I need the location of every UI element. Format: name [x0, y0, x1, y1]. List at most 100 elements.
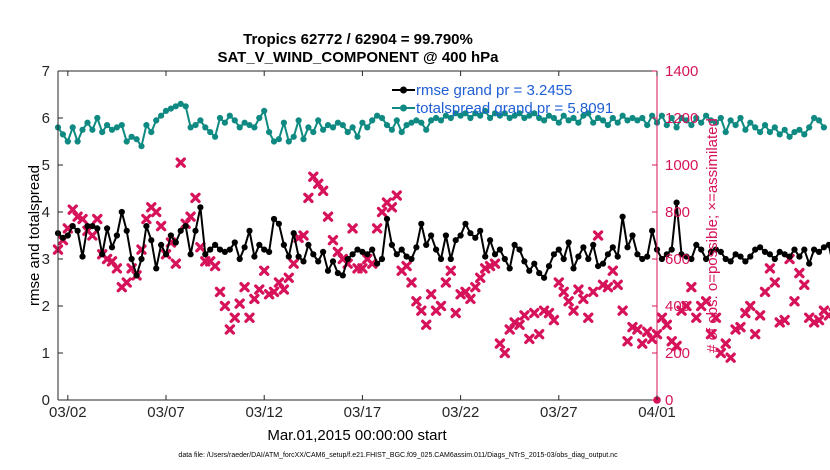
rmse-point — [413, 244, 420, 251]
rmse-point — [477, 227, 484, 234]
rmse-point — [467, 230, 474, 237]
y-right-tick-label: 1400 — [665, 63, 698, 80]
rmse-point — [59, 234, 66, 241]
obs-assimilated-point — [278, 284, 290, 295]
rmse-point — [383, 215, 391, 223]
obs-assimilated-point — [749, 329, 761, 340]
totalspread-point — [177, 100, 184, 107]
y-left-tick-label: 5 — [42, 157, 50, 174]
obs-assimilated-point — [401, 260, 412, 272]
rmse-point — [658, 255, 666, 263]
rmse-point — [644, 253, 651, 260]
obs-assimilated-point — [411, 296, 422, 307]
rmse-point — [663, 251, 670, 258]
rmse-point — [192, 227, 199, 234]
totalspread-point — [796, 126, 803, 133]
rmse-point — [742, 258, 749, 265]
rmse-point — [820, 244, 828, 251]
obs-assimilated-point — [209, 260, 221, 272]
totalspread-point — [742, 126, 749, 133]
totalspread-point — [752, 124, 759, 131]
x-tick-label: 04/01 — [638, 404, 676, 421]
rmse-point — [511, 241, 518, 248]
rmse-point — [437, 255, 445, 263]
chart-subtitle: SAT_V_WIND_COMPONENT @ 400 hPa — [217, 49, 499, 66]
totalspread-point — [614, 119, 621, 126]
rmse-point — [305, 241, 312, 248]
rmse-point — [516, 246, 523, 253]
rmse-point — [320, 248, 327, 255]
totalspread-point — [526, 112, 533, 119]
totalspread-point — [108, 126, 116, 133]
rmse-point — [521, 258, 528, 265]
totalspread-point — [295, 117, 302, 124]
totalspread-point — [329, 124, 337, 131]
totalspread-point — [609, 114, 616, 122]
totalspread-point — [261, 107, 268, 114]
totalspread-point — [99, 129, 106, 136]
rmse-point — [707, 248, 715, 255]
totalspread-point — [747, 119, 754, 126]
totalspread-point — [491, 110, 499, 117]
obs-assimilated-point — [705, 329, 717, 340]
legend-spread-marker — [400, 104, 407, 112]
obs-assimilated-point — [386, 202, 398, 213]
rmse-point — [806, 260, 813, 267]
totalspread-point — [158, 112, 165, 119]
rmse-point — [423, 241, 430, 248]
obs-assimilated-point — [77, 213, 88, 225]
obs-assimilated-point — [376, 206, 388, 218]
rmse-point — [334, 270, 341, 277]
totalspread-point — [531, 110, 538, 117]
obs-assimilated-point — [229, 312, 240, 323]
rmse-point — [472, 234, 479, 241]
rmse-point — [452, 237, 459, 244]
x-tick-label: 03/17 — [344, 404, 382, 421]
rmse-point — [487, 237, 494, 244]
rmse-point — [545, 263, 553, 270]
rmse-point — [246, 227, 253, 234]
rmse-point — [153, 265, 160, 272]
rmse-point — [668, 246, 675, 253]
obs-assimilated-point — [440, 277, 452, 288]
obs-assimilated-point — [661, 319, 673, 330]
totalspread-point — [639, 114, 646, 122]
obs-assimilated-point — [514, 319, 525, 330]
rmse-point — [182, 223, 189, 230]
rmse-point — [570, 265, 577, 272]
rmse-point — [202, 251, 209, 258]
obs-assimilated-point — [317, 185, 329, 197]
obs-assimilated-point — [465, 293, 476, 305]
totalspread-point — [649, 112, 656, 119]
totalspread-point — [172, 103, 179, 110]
totalspread-point — [246, 122, 253, 129]
obs-assimilated-point — [155, 220, 167, 232]
totalspread-point — [221, 119, 228, 126]
rmse-point — [811, 246, 818, 253]
legend-rmse-label: rmse grand pr = 3.2455 — [416, 82, 572, 99]
x-tick-label: 03/02 — [49, 404, 87, 421]
totalspread-point — [369, 117, 376, 124]
rmse-point — [791, 246, 798, 253]
rmse-point — [796, 253, 803, 260]
rmse-point — [143, 223, 150, 230]
rmse-point — [187, 251, 194, 258]
totalspread-point — [624, 117, 631, 124]
obs-assimilated-point — [150, 206, 162, 218]
totalspread-point — [349, 124, 356, 131]
totalspread-point — [231, 117, 238, 124]
obs-assimilated-point — [499, 347, 510, 359]
totalspread-point — [94, 114, 101, 122]
totalspread-point — [806, 124, 813, 131]
rmse-point — [595, 263, 602, 270]
totalspread-point — [595, 114, 602, 122]
totalspread-point — [74, 138, 81, 145]
rmse-point — [447, 255, 454, 263]
y-left-tick-label: 2 — [42, 298, 50, 315]
rmse-point — [212, 241, 219, 248]
totalspread-point — [688, 122, 695, 129]
rmse-point — [162, 251, 170, 258]
obs-assimilated-point — [553, 277, 565, 288]
obs-assimilated-point — [141, 213, 152, 225]
y-left-tick-label: 0 — [42, 392, 50, 409]
